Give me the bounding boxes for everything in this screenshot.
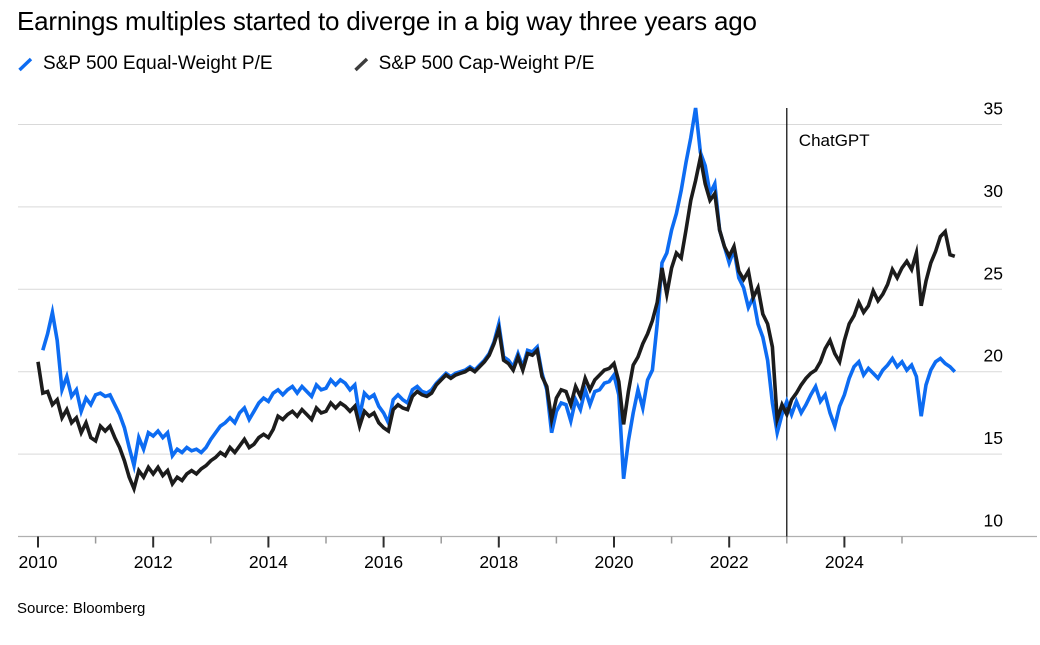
series-cap-weight-line xyxy=(36,148,956,495)
x-tick-label: 2010 xyxy=(19,552,58,572)
equal-weight-slash-icon xyxy=(18,57,33,71)
legend-label-cap-weight: S&P 500 Cap-Weight P/E xyxy=(378,53,595,74)
y-tick-label: 10 xyxy=(984,511,1004,531)
x-tick-label: 2020 xyxy=(595,552,634,572)
x-tick-label: 2012 xyxy=(134,552,173,572)
chart-legend: S&P 500 Equal-Weight P/E S&P 500 Cap-Wei… xyxy=(17,53,594,75)
x-tick-label: 2024 xyxy=(825,552,864,572)
x-tick-label: 2018 xyxy=(479,552,518,572)
legend-label-equal-weight: S&P 500 Equal-Weight P/E xyxy=(43,53,273,74)
y-tick-label: 15 xyxy=(984,428,1003,448)
legend-item-equal-weight: S&P 500 Equal-Weight P/E xyxy=(17,53,273,75)
x-tick-label: 2014 xyxy=(249,552,288,572)
y-tick-label: 25 xyxy=(984,263,1003,283)
source-attribution: Source: Bloomberg xyxy=(17,600,146,617)
x-tick-label: 2022 xyxy=(710,552,749,572)
y-tick-label: 30 xyxy=(984,181,1004,201)
legend-item-cap-weight: S&P 500 Cap-Weight P/E xyxy=(353,53,595,75)
series-equal-weight-line xyxy=(41,107,957,480)
chatgpt-event-label: ChatGPT xyxy=(799,131,870,150)
cap-weight-slash-icon xyxy=(353,57,368,71)
y-tick-label: 35 xyxy=(984,99,1003,119)
y-tick-label: 20 xyxy=(984,346,1004,366)
page-title: Earnings multiples started to diverge in… xyxy=(17,6,757,36)
x-tick-label: 2016 xyxy=(364,552,403,572)
